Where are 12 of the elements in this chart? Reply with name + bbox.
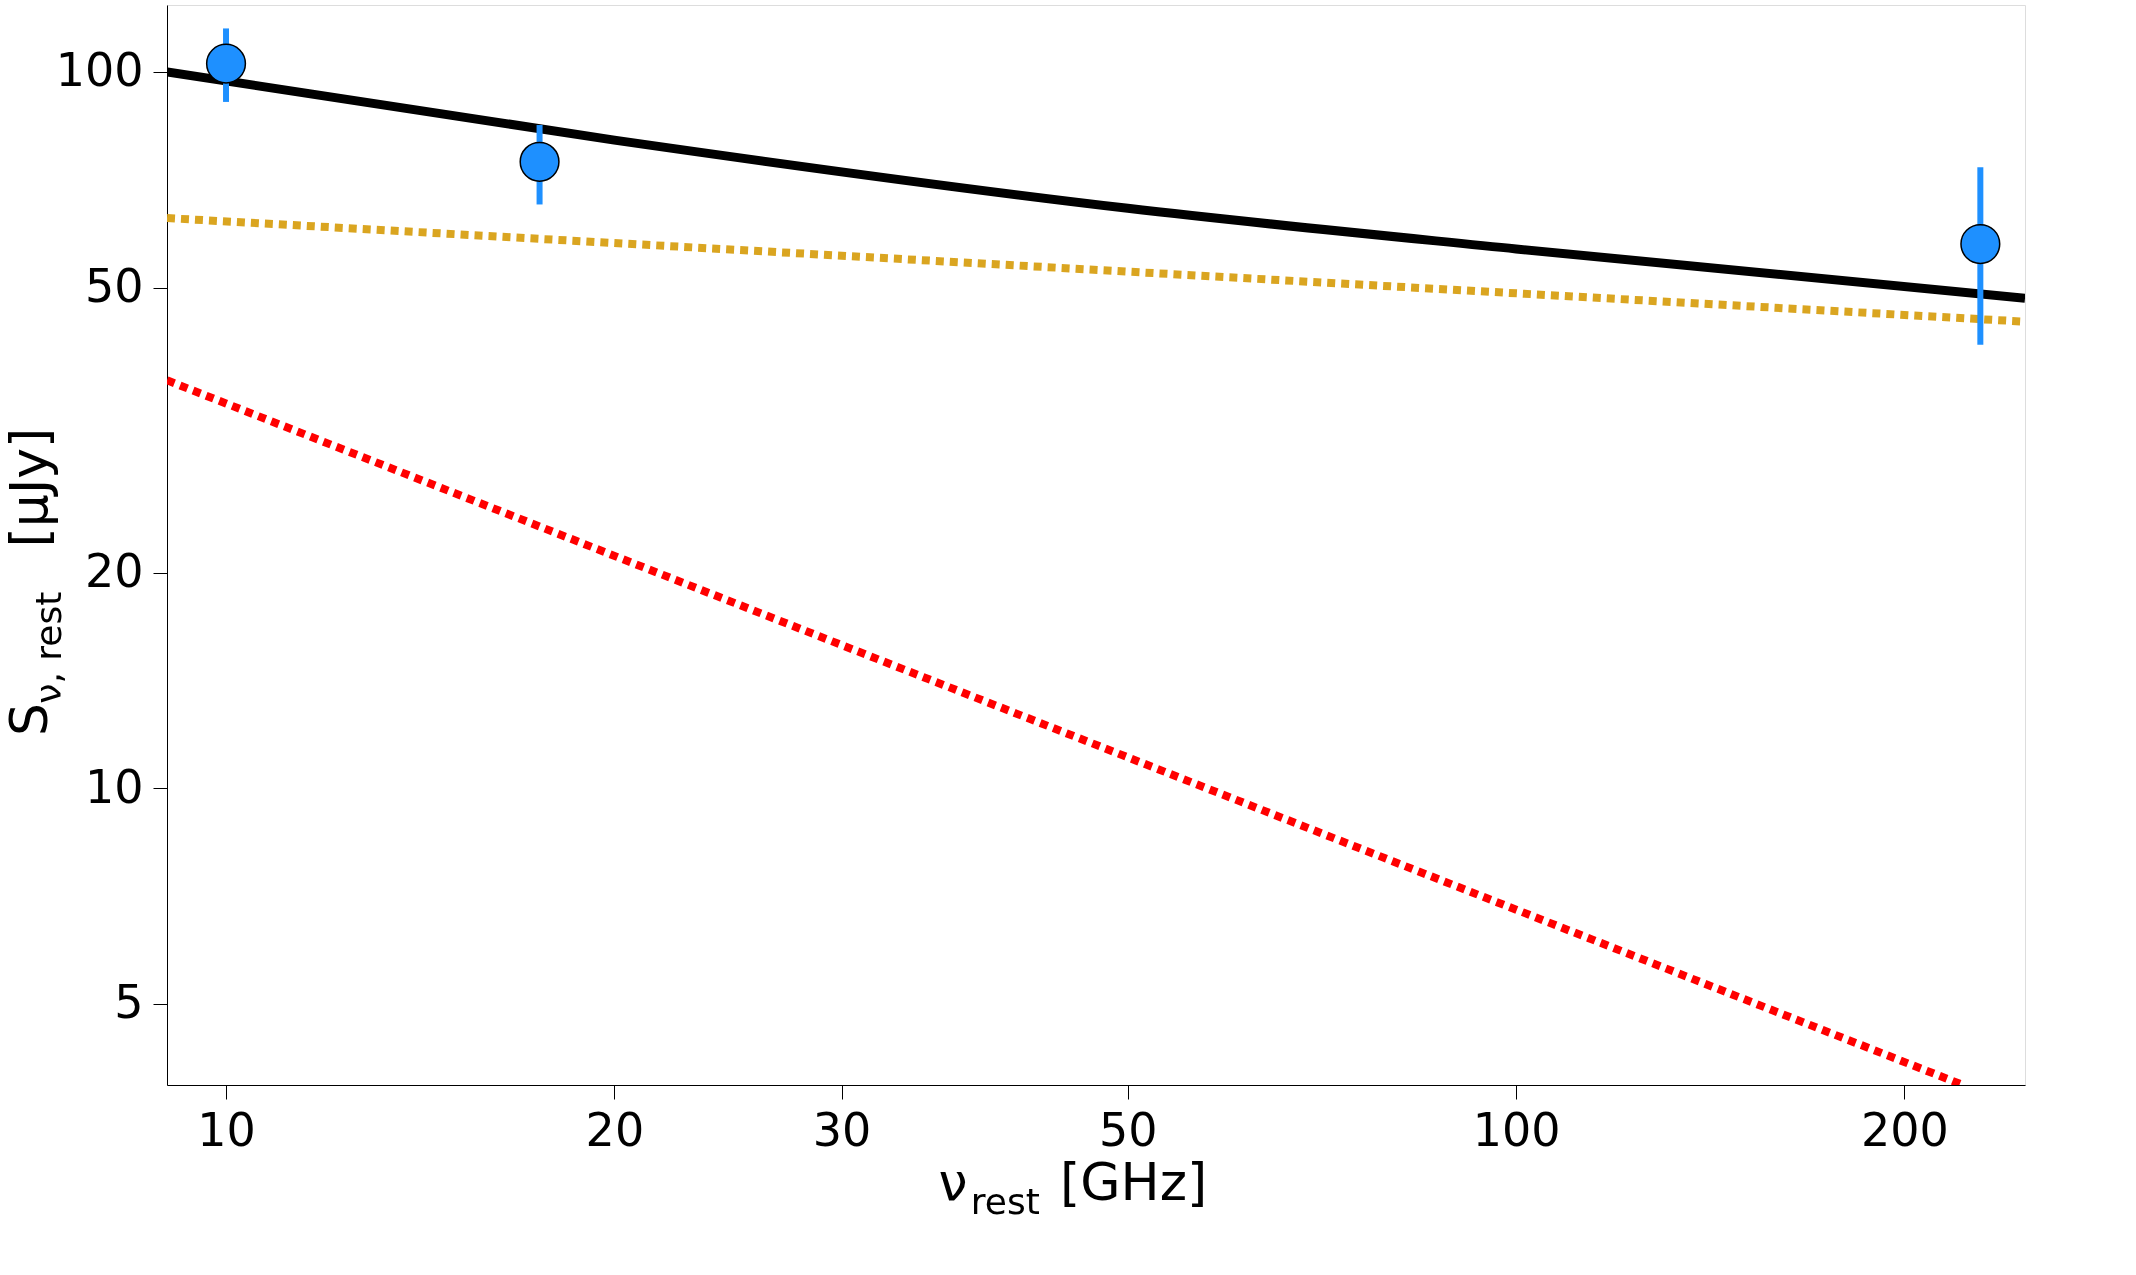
text: Sν, rest [μJy]	[0, 427, 69, 736]
y-tick-label: 50	[84, 259, 144, 314]
x-tick-label: 10	[197, 1102, 256, 1157]
y-tick-label: 100	[55, 43, 144, 98]
x-tick-label: 20	[585, 1102, 645, 1157]
y-tick-label: 20	[84, 544, 144, 599]
x-tick-label: 30	[812, 1102, 872, 1157]
y-tick-label: 5	[114, 975, 144, 1030]
y-tick-label: 10	[84, 759, 144, 814]
x-tick-label: 100	[1472, 1102, 1561, 1157]
x-tick-label: 200	[1861, 1102, 1949, 1157]
x-tick-label: 50	[1098, 1102, 1158, 1157]
